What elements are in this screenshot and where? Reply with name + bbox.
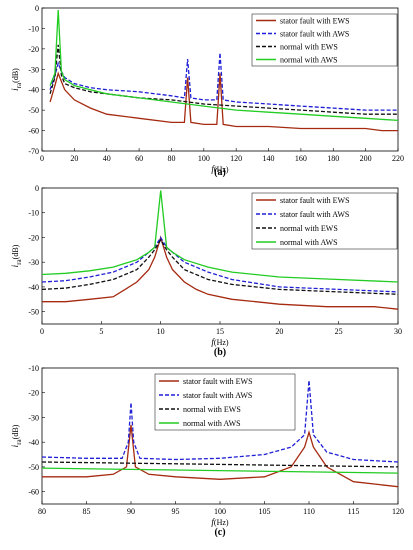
x-axis-label: f(Hz) [211, 337, 229, 347]
y-axis-label: ira(dB) [10, 244, 23, 267]
legend-entry-3: normal with AWS [183, 419, 241, 428]
series-line-0 [42, 235, 398, 310]
series-line-1 [49, 52, 398, 111]
series-line-3 [42, 467, 398, 474]
x-tick-label: 15 [216, 327, 224, 336]
legend-box [251, 192, 398, 250]
x-tick-label: 160 [295, 154, 307, 163]
legend-box [154, 373, 296, 431]
x-tick-label: 80 [38, 507, 46, 516]
x-axis-label: f(Hz) [211, 517, 229, 527]
x-tick-label: 140 [263, 154, 275, 163]
x-tick-label: 25 [335, 327, 343, 336]
x-tick-label: 10 [157, 327, 165, 336]
y-tick-label: -10 [28, 209, 39, 218]
x-tick-label: 85 [83, 507, 91, 516]
x-tick-label: 5 [99, 327, 103, 336]
x-tick-label: 180 [327, 154, 339, 163]
y-tick-label: -30 [28, 413, 39, 422]
series-line-0 [49, 71, 398, 132]
legend-entry-1: stator fault with AWS [280, 30, 349, 39]
x-tick-label: 220 [392, 154, 404, 163]
legend-entry-2: normal with EWS [183, 405, 241, 414]
y-tick-label: -30 [28, 65, 39, 74]
legend-entry-3: normal with AWS [280, 238, 338, 247]
x-tick-label: 100 [214, 507, 226, 516]
series-line-2 [42, 238, 398, 295]
chart-panel-1: 0 -10 -20 -30 -40 -50 0 5 10 15 20 25 30 ira(dB) f(Hz)… [10, 184, 402, 358]
y-axis-label: ira(dB) [10, 68, 23, 91]
x-tick-label: 20 [275, 327, 283, 336]
series-line-3 [42, 190, 398, 283]
legend: stator fault with EWS stator fault with A… [154, 373, 296, 431]
legend-entry-3: normal with AWS [280, 56, 338, 65]
x-tick-label: 0 [40, 154, 44, 163]
y-tick-label: -20 [28, 45, 39, 54]
legend-entry-0: stator fault with EWS [280, 17, 350, 26]
legend: stator fault with EWS stator fault with A… [251, 192, 398, 250]
x-axis-label: f(Hz) [211, 164, 229, 174]
y-axis-label: ira(dB) [10, 424, 23, 447]
y-tick-label: -60 [28, 127, 39, 136]
y-tick-label: 0 [35, 184, 39, 193]
y-tick-label: -40 [28, 438, 39, 447]
y-tick-label: -60 [28, 488, 39, 497]
series-line-1 [42, 236, 398, 293]
legend-entry-2: normal with EWS [280, 224, 338, 233]
x-tick-label: 40 [103, 154, 111, 163]
chart-panel-2: -10 -20 -30 -40 -50 -60 80 85 90 95 100 105 110 115 12… [10, 364, 404, 538]
x-tick-label: 95 [172, 507, 180, 516]
series-line-3 [49, 9, 398, 122]
x-tick-label: 110 [303, 507, 315, 516]
x-tick-label: 60 [135, 154, 143, 163]
y-tick-label: -10 [28, 364, 39, 373]
panel-label: (c) [214, 527, 225, 538]
y-tick-label: -50 [28, 106, 39, 115]
x-tick-label: 120 [230, 154, 242, 163]
x-tick-label: 0 [40, 327, 44, 336]
legend-entry-0: stator fault with EWS [183, 377, 253, 386]
y-tick-label: -20 [28, 233, 39, 242]
series-line-1 [42, 380, 398, 463]
chart-panel-0: 0-10-20-30-40-50-60-700 20 40 60 80 100 120 140… [10, 4, 404, 178]
x-tick-label: 105 [259, 507, 271, 516]
x-tick-label: 100 [198, 154, 210, 163]
x-tick-label: 200 [360, 154, 372, 163]
y-tick-label: -40 [28, 86, 39, 95]
y-tick-label: -20 [28, 389, 39, 398]
legend-entry-2: normal with EWS [280, 43, 338, 52]
y-tick-label: 0 [35, 4, 39, 13]
legend-entry-0: stator fault with EWS [280, 196, 350, 205]
series-line-2 [42, 461, 398, 468]
legend-entry-1: stator fault with AWS [280, 210, 349, 219]
y-tick-label: -50 [28, 463, 39, 472]
x-tick-label: 115 [348, 507, 360, 516]
y-tick-label: -70 [28, 147, 39, 156]
x-tick-label: 80 [167, 154, 175, 163]
y-tick-label: -50 [28, 308, 39, 317]
x-tick-label: 120 [392, 507, 404, 516]
x-tick-label: 30 [394, 327, 402, 336]
legend: stator fault with EWS stator fault with A… [251, 13, 398, 67]
panel-label: (a) [214, 167, 226, 178]
panel-label: (b) [214, 347, 226, 358]
y-tick-label: -40 [28, 283, 39, 292]
x-tick-label: 20 [70, 154, 78, 163]
legend-entry-1: stator fault with AWS [183, 391, 252, 400]
y-tick-label: -30 [28, 258, 39, 267]
y-tick-label: -10 [28, 24, 39, 33]
legend-box [251, 13, 398, 67]
x-tick-label: 90 [127, 507, 135, 516]
